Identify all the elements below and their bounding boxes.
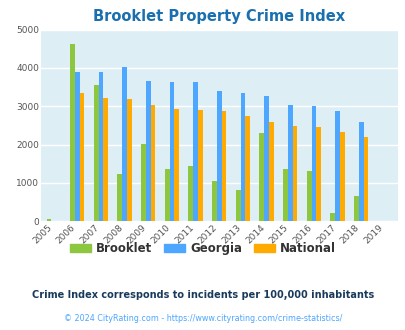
Bar [174,109,179,221]
Bar [103,98,108,221]
Bar [150,105,155,221]
Bar [362,137,367,221]
Bar [127,99,131,221]
Bar [287,105,292,221]
Bar [47,219,51,221]
Bar [145,81,150,221]
Bar [330,213,335,221]
Bar [353,196,358,221]
Bar [292,126,296,221]
Bar [221,111,226,221]
Bar [79,93,84,221]
Bar [268,121,273,221]
Title: Brooklet Property Crime Index: Brooklet Property Crime Index [93,9,344,24]
Bar [98,72,103,221]
Bar [164,169,169,221]
Bar [94,85,98,221]
Bar [141,144,145,221]
Bar [240,93,245,221]
Bar [306,171,311,221]
Bar [188,166,193,221]
Bar [198,110,202,221]
Bar [169,82,174,221]
Legend: Brooklet, Georgia, National: Brooklet, Georgia, National [65,237,340,260]
Bar [122,67,127,221]
Bar [335,111,339,221]
Bar [70,44,75,221]
Text: © 2024 CityRating.com - https://www.cityrating.com/crime-statistics/: © 2024 CityRating.com - https://www.city… [64,314,341,323]
Bar [245,116,249,221]
Bar [193,82,198,221]
Bar [235,190,240,221]
Bar [216,91,221,221]
Bar [264,96,268,221]
Bar [339,132,344,221]
Bar [259,133,264,221]
Bar [311,106,315,221]
Bar [75,72,79,221]
Bar [282,169,287,221]
Bar [117,174,122,221]
Bar [358,122,362,221]
Bar [315,127,320,221]
Bar [212,181,216,221]
Text: Crime Index corresponds to incidents per 100,000 inhabitants: Crime Index corresponds to incidents per… [32,290,373,300]
